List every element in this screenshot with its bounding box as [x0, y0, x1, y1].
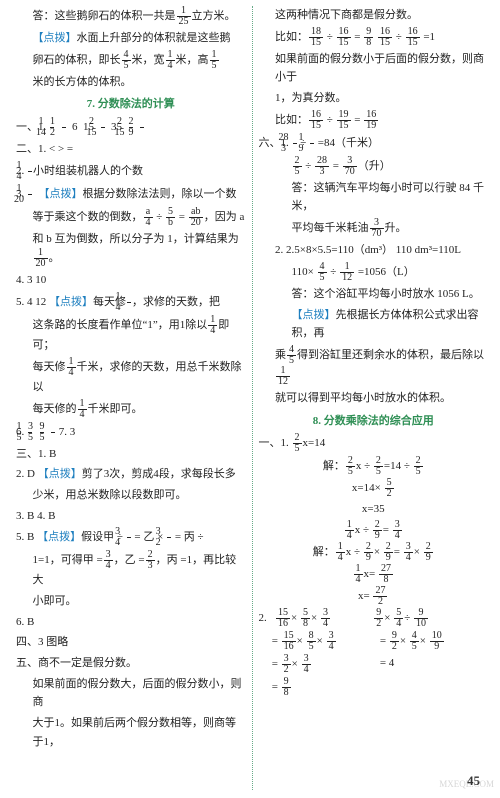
row-13: 三、1. B — [16, 445, 246, 464]
equation: x= 272 — [259, 586, 489, 607]
row-2: 二、1. < > = — [16, 140, 246, 159]
row-3: 2. 14小时组装机器人的个数 — [16, 161, 246, 182]
equation: 14x= 278 — [259, 564, 489, 585]
text-line: 和 b 互为倒数，所以分子为 1，计算结果为120。 — [16, 230, 246, 270]
answer-line: 答：这个浴缸平均每小时放水 1056 L。 — [259, 285, 489, 304]
row-2b: = 1516× 85× 34 = 92× 45× 109 — [259, 631, 489, 652]
watermark: MXEQE.COM — [439, 777, 494, 792]
text-line: 平均每千米耗油370升。 — [259, 218, 489, 239]
answer-line: 答：这辆汽车平均每小时可以行驶 84 千米， — [259, 179, 489, 216]
page: 答：这些鹅卵石的体积一共是125立方米。 【点拨】水面上升部分的体积就是这些鹅 … — [0, 0, 500, 798]
text-line: 如果前面的假分数大，后面的假分数小，则商 — [16, 675, 246, 712]
hint-label: 【点拨】 — [33, 32, 77, 44]
text-line: 这两种情况下商都是假分数。 — [259, 6, 489, 25]
hint-line: 【点拨】先根据长方体体积公式求出容积，再 — [259, 306, 489, 343]
hint-line: 【点拨】水面上升部分的体积就是这些鹅 — [16, 29, 246, 48]
text-line: 比如：1615 ÷ 1915 = 1619 — [259, 110, 489, 131]
text-line: 小即可。 — [16, 592, 246, 611]
hint-label: 【点拨】 — [292, 309, 336, 321]
text-line: 就可以得到平均每小时放水的体积。 — [259, 389, 489, 408]
section-title-8: 8. 分数乘除法的综合应用 — [259, 412, 489, 431]
text-line: 乘45得到浴缸里还剩余水的体积，最后除以112 — [259, 345, 489, 387]
text-line: 卵石的体积，即长45米，宽14米，高15 — [16, 50, 246, 71]
text-line: 1，为真分数。 — [259, 89, 489, 108]
row-17: 5. B 【点拨】假设甲 ÷ 34 = 乙 × 32 = 丙 ÷ — [16, 527, 246, 548]
hint-label: 【点拨】 — [38, 468, 82, 480]
left-column: 答：这些鹅卵石的体积一共是125立方米。 【点拨】水面上升部分的体积就是这些鹅 … — [12, 6, 250, 790]
row-2: 2. 1516× 58× 34 92× 54÷ 910 — [259, 608, 489, 629]
row-22: 五、商不一定是假分数。 — [16, 654, 246, 673]
row-6-1: 六、1. 283 ÷ 19 =84（千米） — [259, 133, 489, 154]
text-line: 大于1。如果前后两个假分数相等，则商等于1， — [16, 714, 246, 751]
column-divider — [252, 6, 253, 790]
text-line: 米的长方体的体积。 — [16, 73, 246, 92]
row-14: 2. D 【点拨】剪了3次，剪成4段，求每段长多 — [16, 465, 246, 484]
row-2c: = 32× 34 = 4 — [259, 654, 489, 675]
equation: x=14× 52 — [259, 478, 489, 499]
row-12: 6. 15 35 95 7. 3 — [16, 422, 246, 443]
answer-1: 答：这些鹅卵石的体积一共是125立方米。 — [16, 6, 246, 27]
equation: 解：14x ÷ 29× 29= 34× 29 — [259, 542, 489, 563]
row-4: 3. 120 【点拨】根据分数除法法则，除以一个数 — [16, 184, 246, 205]
row-1: 一、1. 114 12 6 15 215 35 215 29 — [16, 117, 246, 138]
text-line: 等于乘这个数的倒数，a4 ÷ 5b = ab20，因为 a — [16, 207, 246, 228]
row-21: 四、3 图略 — [16, 633, 246, 652]
equation: 14x ÷ 29= 34 — [259, 520, 489, 541]
equation: 解：25x ÷ 25=14 ÷ 25 — [259, 456, 489, 477]
row-1-1: 一、1. 25x=14 — [259, 433, 489, 454]
section-title-7: 7. 分数除法的计算 — [16, 95, 246, 114]
hint-label: 【点拨】 — [49, 296, 93, 308]
hint-label: 【点拨】 — [37, 531, 81, 543]
equation: x=35 — [259, 500, 489, 519]
text-line: 少米，用总米数除以段数即可。 — [16, 486, 246, 505]
row-6-2: 2. 2.5×8×5.5=110（dm³） 110 dm³=110L — [259, 241, 489, 260]
text-line: 比如：1815 ÷ 1615 = 98 1615 ÷ 1615 =1 — [259, 27, 489, 48]
row-8: 5. 4 12 【点拨】每天修14，求修的天数，把 — [16, 292, 246, 313]
text-line: 这条路的长度看作单位“1”，用1除以14即可； — [16, 315, 246, 355]
text: 答：这些鹅卵石的体积一共是 — [33, 10, 176, 22]
text-line: 每天修14千米，求修的天数，用总千米数除以 — [16, 357, 246, 397]
row-2d: = 98 — [259, 677, 489, 698]
fraction: 125 — [177, 6, 191, 27]
text-line: 如果前面的假分数小于后面的假分数，则商小于 — [259, 50, 489, 87]
text-line: 1=1，可得甲 =34，乙 =23，丙 =1，再比较大 — [16, 550, 246, 590]
text-line: 110× 45 ÷ 112 =1056（L） — [259, 262, 489, 283]
hint-label: 【点拨】 — [39, 188, 83, 200]
text: 水面上升部分的体积就是这些鹅 — [77, 32, 231, 44]
right-column: 这两种情况下商都是假分数。 比如：1815 ÷ 1615 = 98 1615 ÷… — [255, 6, 493, 790]
row-16: 3. B 4. B — [16, 507, 246, 526]
row-7: 4. 3 10 — [16, 271, 246, 290]
text-line: 25 ÷ 283 = 370（升） — [259, 156, 489, 177]
text: 立方米。 — [192, 10, 236, 22]
text-line: 每天修的14千米即可。 — [16, 399, 246, 420]
row-20: 6. B — [16, 613, 246, 632]
